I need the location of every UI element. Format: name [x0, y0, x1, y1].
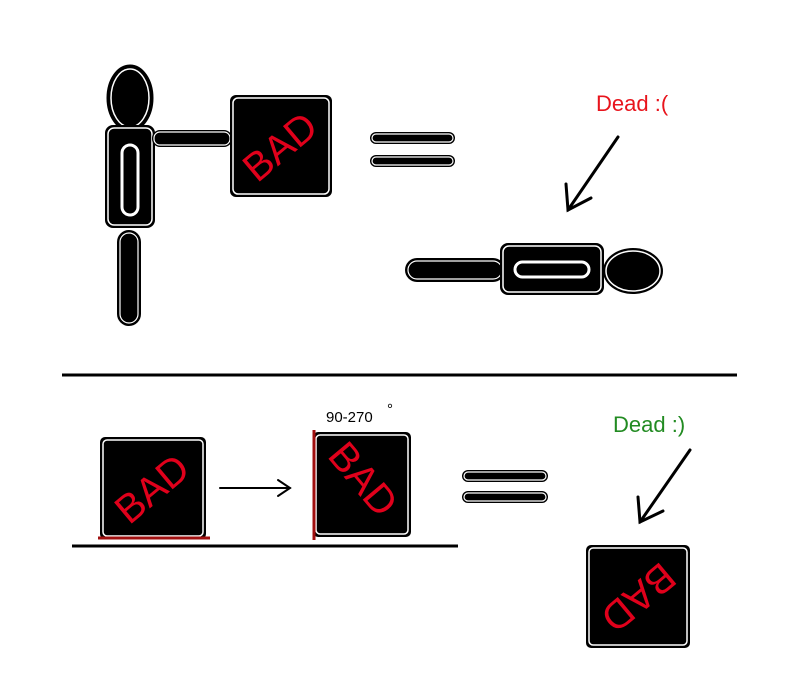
arrow-down-left-icon: [564, 135, 620, 213]
degree-symbol: °: [387, 401, 393, 418]
figure-arm: [152, 130, 232, 147]
rotation-range-label: 90-270: [326, 409, 373, 426]
dead-sad-label: Dead :(: [596, 91, 669, 116]
figure-head: [106, 64, 154, 132]
fallen-figure-leg: [405, 258, 505, 282]
equals-sign-bottom: [462, 470, 548, 503]
bad-box-held: BAD: [230, 95, 332, 197]
equals-sign-top: [370, 132, 455, 167]
standing-figure: [105, 64, 232, 326]
bottom-panel: BAD 90-270 ° BAD Dead: [72, 401, 692, 648]
bad-box-tilted: BAD: [312, 430, 411, 540]
bad-box-upright: BAD: [98, 437, 210, 540]
figure-leg: [117, 230, 141, 326]
fallen-figure: [405, 243, 663, 295]
arrow-right-icon: [219, 479, 292, 497]
top-panel: BAD Dead :(: [105, 64, 669, 326]
dead-happy-label: Dead :): [613, 412, 685, 437]
bad-box-upside-down: BAD: [586, 545, 690, 648]
fallen-figure-head: [603, 248, 663, 294]
arrow-down-left-icon-2: [636, 448, 692, 525]
